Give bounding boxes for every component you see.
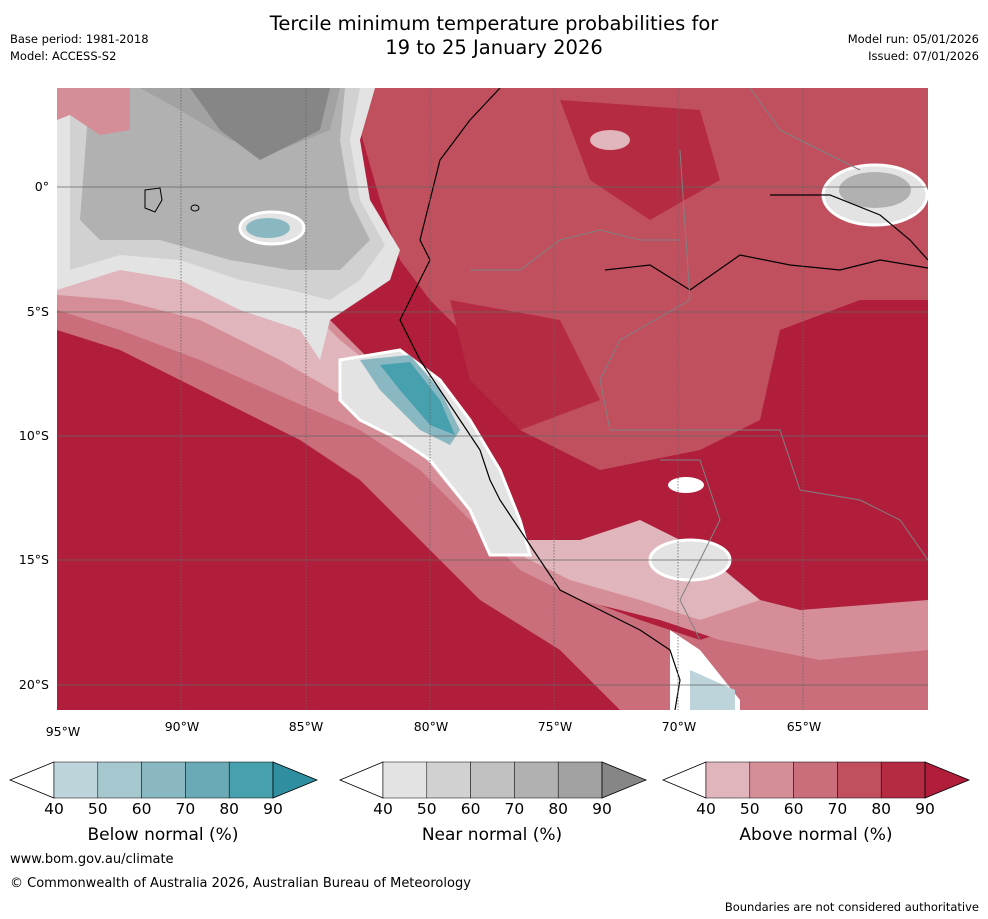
border-peru-brazil [599,149,801,491]
colorbar-right-extend [601,761,648,799]
lon-label-75w: 75°W [537,719,573,734]
colorbar-segment [426,761,471,799]
near-90 [190,88,330,160]
near-amazon [839,172,911,208]
lon-label-70w: 70°W [661,719,697,734]
lat-label-10s: 10°S [18,428,49,443]
colorbar-tick-label: 90 [592,800,612,818]
base-period: Base period: 1981-2018 [10,32,149,46]
lon-label-90w: 90°W [164,719,200,734]
colorbar-above-normal [661,761,971,799]
colorbar-below-normal [8,761,319,799]
galapagos-island [144,187,163,213]
colorbar-tick-label: 80 [548,800,569,818]
lon-label-85w: 85°W [288,719,324,734]
border-colombia-brazil [749,88,861,171]
colorbar-right-extend [272,761,319,799]
colorbar-tick-label: 60 [131,800,152,818]
colorbar-tick-label: 50 [739,800,760,818]
colorbar-segment [382,761,428,799]
coastline [399,88,681,710]
colorbar-segment [97,761,142,799]
footer-disclaimer: Boundaries are not considered authoritat… [724,900,979,914]
below-galapagos [246,218,290,238]
colorbar-tick-label: 90 [915,800,935,818]
galapagos-islet [190,204,200,212]
colorbar-segment [470,761,515,799]
white-patch-1 [668,477,704,493]
lat-label-5s: 5°S [26,304,49,319]
colorbar-left-extend [8,761,55,799]
colorbar-left-extend [338,761,384,799]
colorbar-tick-label: 70 [827,800,848,818]
colorbar-tick-label: 70 [504,800,525,818]
colorbar-tick-label: 50 [416,800,437,818]
map-title: Tercile minimum temperature probabilitie… [0,12,988,60]
border-peru-bolivia [660,459,721,641]
colorbar-segment [141,761,186,799]
colorbar-segment [228,761,274,799]
amazon-river [604,254,928,291]
colorbar-left-extend [661,761,707,799]
colorbar-title-near: Near normal (%) [421,825,563,845]
lat-label-0: 0° [34,179,49,194]
title-line-2: 19 to 25 January 2026 [385,36,603,59]
meta-left: Base period: 1981-2018 Model: ACCESS-S2 [10,31,149,65]
colorbar-tick-label: 60 [460,800,481,818]
colorbar-segment [557,761,603,799]
colorbar-title-above: Above normal (%) [739,825,893,845]
colorbar-segment [837,761,882,799]
colorbar-title-below: Below normal (%) [87,825,239,845]
footer-url[interactable]: www.bom.gov.au/climate [10,852,174,867]
lon-label-65w: 65°W [786,719,822,734]
colorbars [8,761,971,799]
model-name: Model: ACCESS-S2 [10,49,117,63]
lon-label-95w: 95°W [45,724,81,739]
colorbar-segment [53,761,99,799]
colorbar-tick-label: 80 [219,800,240,818]
colorbar-tick-label: 50 [87,800,108,818]
below-normal-peru-core [380,362,455,435]
probability-field [57,88,928,710]
above-50-coastal [57,262,928,660]
colorbar-tick-label: 40 [373,800,393,818]
colorbar-segment [705,761,751,799]
footer-copyright: © Commonwealth of Australia 2026, Austra… [10,876,471,891]
colorbar-tick-label: 90 [263,800,283,818]
near-normal-peru-coast [338,348,532,557]
colorbar-tick-label: 80 [871,800,892,818]
colorbar-segment [514,761,559,799]
rio-negro [770,194,928,261]
colorbar-tick-label: 70 [175,800,196,818]
colorbar-segment [185,761,230,799]
issued-date: Issued: 07/01/2026 [868,49,979,63]
meta-right: Model run: 05/01/2026 Issued: 07/01/2026 [848,31,979,65]
model-run: Model run: 05/01/2026 [847,32,979,46]
above-80-land-2 [450,300,600,430]
colorbar-segment [880,761,926,799]
colorbar-near-normal [338,761,648,799]
lon-label-80w: 80°W [413,719,449,734]
lat-label-20s: 20°S [18,677,49,692]
below-patch-south [690,670,735,710]
lat-lines [57,186,928,686]
lat-label-15s: 15°S [18,552,49,567]
above-topleft [57,88,130,135]
above-80-land [560,100,720,220]
colorbar-right-extend [924,761,971,799]
title-line-1: Tercile minimum temperature probabilitie… [269,12,719,35]
colorbar-tick-label: 40 [44,800,64,818]
above-patch-1 [590,130,630,150]
colorbar-tick-label: 40 [696,800,716,818]
colorbar-tick-label: 60 [783,800,804,818]
border-bolivia-brazil [799,489,928,561]
colorbar-segment [749,761,794,799]
colorbar-segment [793,761,838,799]
border-ecuador-peru [470,229,680,271]
